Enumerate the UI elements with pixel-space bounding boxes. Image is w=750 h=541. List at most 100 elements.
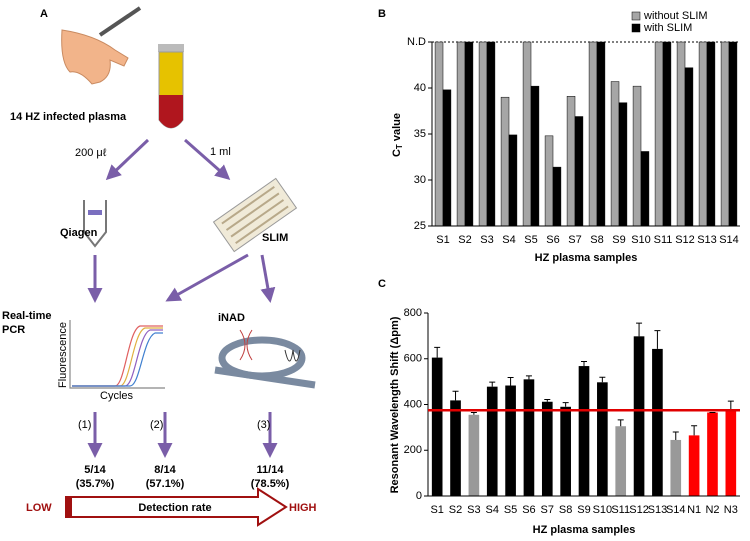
y-tick-label: 30 bbox=[414, 174, 426, 186]
bar bbox=[560, 406, 571, 496]
x-tick-label: S8 bbox=[590, 234, 603, 246]
panel-label: B bbox=[378, 8, 386, 20]
legend-label: without SLIM bbox=[643, 10, 708, 22]
pcr-label: PCR bbox=[2, 324, 25, 336]
x-tick-label: S12 bbox=[629, 504, 649, 516]
bar bbox=[632, 85, 642, 227]
x-tick-label: S8 bbox=[559, 504, 572, 516]
error-bar bbox=[617, 419, 624, 427]
y-title-base: C bbox=[391, 149, 403, 157]
low-label: LOW bbox=[26, 502, 52, 514]
error-bar bbox=[470, 412, 477, 415]
bar bbox=[662, 41, 672, 227]
route-result: 8/14 bbox=[154, 464, 176, 476]
bar bbox=[640, 151, 650, 227]
tube-cap bbox=[158, 44, 184, 52]
legend-label: with SLIM bbox=[643, 22, 692, 34]
x-tick-label: S10 bbox=[631, 234, 651, 246]
legend-swatch bbox=[631, 23, 641, 33]
bar bbox=[670, 439, 682, 496]
x-tick-label: S5 bbox=[504, 504, 517, 516]
x-tick-label: S4 bbox=[502, 234, 515, 246]
bar bbox=[522, 41, 532, 227]
slim-label: SLIM bbox=[262, 232, 288, 244]
error-bar bbox=[562, 402, 569, 407]
pcr-label: Real-time bbox=[2, 310, 52, 322]
slim-chip bbox=[212, 177, 298, 253]
y-tick-label: 25 bbox=[414, 220, 426, 232]
y-tick-label: 800 bbox=[404, 307, 422, 319]
route-number: (1) bbox=[78, 419, 91, 431]
inad-ring bbox=[214, 329, 316, 389]
error-bar bbox=[654, 330, 661, 349]
x-tick-label: S14 bbox=[719, 234, 739, 246]
bar bbox=[500, 96, 510, 227]
y-title-sub: T bbox=[395, 144, 404, 149]
y-axis-title: CT value bbox=[391, 113, 404, 157]
error-bar bbox=[672, 431, 679, 440]
tube-blood bbox=[159, 95, 183, 128]
bar bbox=[610, 81, 620, 227]
rate-arrow bbox=[65, 487, 288, 527]
bar bbox=[530, 85, 540, 227]
x-tick-label: S3 bbox=[467, 504, 480, 516]
x-tick-label: S7 bbox=[568, 234, 581, 246]
error-bar bbox=[452, 390, 459, 401]
bar bbox=[544, 135, 554, 227]
sample-label: 14 HZ infected plasma bbox=[10, 111, 127, 123]
x-tick-label: S11 bbox=[654, 234, 673, 246]
bar bbox=[566, 96, 576, 227]
arm bbox=[61, 29, 129, 85]
x-tick-label: S4 bbox=[486, 504, 499, 516]
error-bar bbox=[691, 425, 698, 436]
route-rate: (78.5%) bbox=[251, 478, 290, 490]
x-tick-label: S1 bbox=[430, 504, 443, 516]
bar bbox=[578, 366, 590, 496]
x-tick-label: S11 bbox=[611, 504, 630, 516]
x-tick-label: S5 bbox=[524, 234, 537, 246]
pcr-x-label: Cycles bbox=[100, 390, 134, 402]
bar bbox=[652, 348, 663, 496]
bar bbox=[596, 41, 606, 227]
bar bbox=[442, 89, 452, 227]
bar bbox=[468, 414, 480, 496]
y-tick-label: 0 bbox=[416, 490, 422, 502]
legend-swatch bbox=[631, 11, 641, 21]
x-tick-label: N3 bbox=[724, 504, 738, 516]
x-tick-label: S9 bbox=[612, 234, 625, 246]
bar bbox=[478, 41, 488, 227]
error-bar bbox=[489, 381, 496, 387]
bar bbox=[633, 336, 645, 496]
rate-label: Detection rate bbox=[138, 502, 211, 514]
bar bbox=[707, 412, 718, 496]
bar bbox=[541, 401, 553, 496]
y-tick-label: 35 bbox=[414, 128, 426, 140]
x-axis-title: HZ plasma samples bbox=[535, 252, 638, 264]
x-tick-label: S14 bbox=[666, 504, 686, 516]
bar bbox=[456, 41, 466, 227]
bar bbox=[706, 41, 716, 227]
bar bbox=[523, 379, 535, 496]
panel-label: A bbox=[40, 8, 48, 20]
bar bbox=[464, 41, 474, 227]
bar bbox=[684, 67, 694, 227]
bar bbox=[597, 382, 608, 496]
x-tick-label: S6 bbox=[546, 234, 559, 246]
x-tick-label: S12 bbox=[675, 234, 695, 246]
bar bbox=[552, 166, 562, 227]
inad-label: iNAD bbox=[218, 312, 245, 324]
bar bbox=[434, 41, 444, 227]
bar bbox=[574, 116, 584, 227]
bar bbox=[486, 41, 496, 227]
bar bbox=[431, 357, 443, 496]
x-tick-label: S1 bbox=[436, 234, 449, 246]
bar bbox=[508, 134, 518, 227]
y-title-rest: value bbox=[391, 113, 403, 144]
syringe bbox=[98, 6, 142, 37]
pcr-y-label: Fluorescence bbox=[57, 322, 69, 388]
error-bar bbox=[599, 376, 606, 383]
error-bar bbox=[581, 360, 587, 367]
y-axis-title: Resonant Wavelength Shift (Δpm) bbox=[389, 316, 401, 493]
bar bbox=[728, 41, 738, 227]
